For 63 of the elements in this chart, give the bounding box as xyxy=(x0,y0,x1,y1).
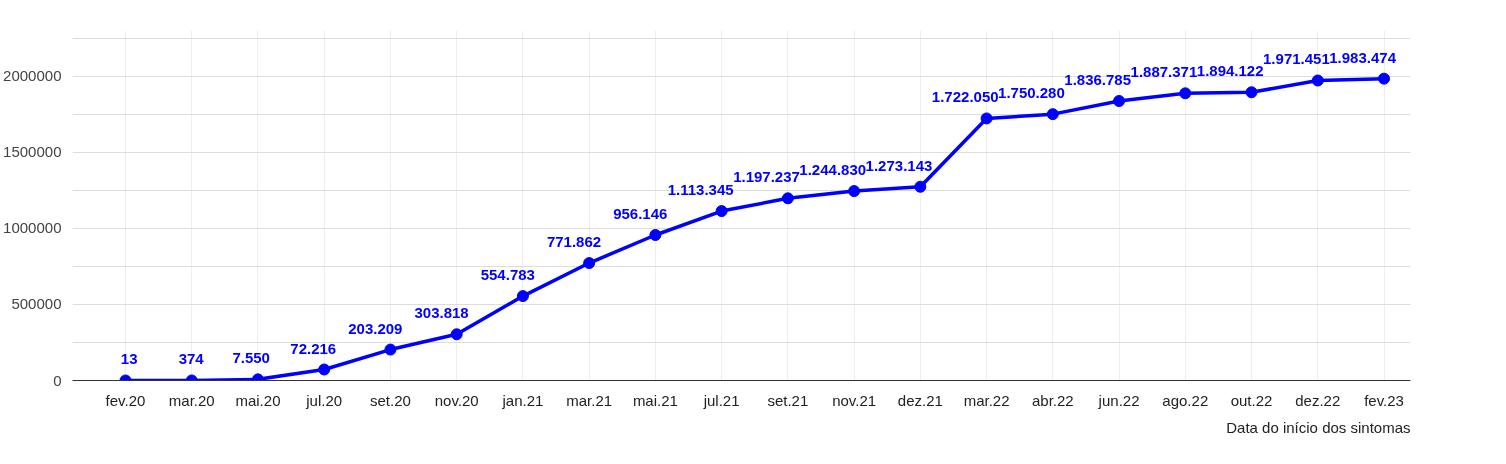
data-label: 203.209 xyxy=(348,319,403,337)
x-tick-label: mar.21 xyxy=(566,391,613,409)
point xyxy=(1113,95,1126,107)
data-label: 554.783 xyxy=(480,266,535,284)
data-label: 1.836.785 xyxy=(1064,70,1132,88)
x-tick-label: nov.21 xyxy=(832,391,877,409)
data-label: 771.862 xyxy=(546,233,602,251)
data-label: 13 xyxy=(120,350,138,368)
point xyxy=(715,205,728,218)
x-tick-label: dez.21 xyxy=(897,391,943,409)
data-label: 956.146 xyxy=(613,205,668,222)
x-tick-label: abr.22 xyxy=(1031,391,1074,409)
data-label: 1.113.345 xyxy=(667,181,734,199)
x-tick-label: nov.20 xyxy=(434,391,479,409)
data-label: 1.894.122 xyxy=(1196,62,1264,80)
point xyxy=(781,192,794,205)
point xyxy=(318,363,331,376)
point xyxy=(450,328,463,341)
x-tick-label: jan.21 xyxy=(501,391,544,409)
data-label: 1.983.474 xyxy=(1329,48,1397,66)
data-label: 1.273.143 xyxy=(865,156,933,174)
point xyxy=(914,180,927,193)
x-tick-label: mai.21 xyxy=(632,391,678,409)
x-tick-label: mar.22 xyxy=(963,391,1010,409)
x-tick-label: mai.20 xyxy=(235,391,281,409)
point xyxy=(516,290,529,303)
point xyxy=(1046,108,1059,121)
data-label: 1.197.237 xyxy=(733,168,800,186)
x-tick-label: dez.22 xyxy=(1295,391,1341,409)
point xyxy=(384,343,397,356)
point xyxy=(980,112,993,125)
y-tick-label: 2000000 xyxy=(3,67,62,85)
y-tick-label: 1000000 xyxy=(3,219,62,237)
data-label: 1.887.371 xyxy=(1130,63,1198,81)
x-tick-label: fev.20 xyxy=(105,391,146,409)
x-tick-label: set.20 xyxy=(370,391,411,409)
data-label: 1.244.830 xyxy=(799,161,867,179)
x-axis-title: Data do início dos sintomas xyxy=(1226,418,1411,436)
y-tick-label: 1500000 xyxy=(3,143,62,161)
x-tick-label: ago.22 xyxy=(1162,391,1209,409)
y-tick-label: 500000 xyxy=(11,295,62,313)
x-tick-label: set.21 xyxy=(767,391,809,409)
point xyxy=(848,185,861,198)
point xyxy=(649,229,662,241)
x-tick-label: fev.23 xyxy=(1364,391,1404,409)
point xyxy=(583,257,596,270)
x-tick-label: jul.20 xyxy=(305,391,343,409)
data-label: 72.216 xyxy=(290,339,337,357)
point xyxy=(1311,74,1324,87)
point xyxy=(1378,72,1391,85)
point xyxy=(1245,86,1258,99)
x-tick-label: out.22 xyxy=(1230,391,1273,409)
data-label: 1.722.050 xyxy=(931,88,999,106)
x-tick-label: jun.22 xyxy=(1097,391,1140,409)
y-tick-label: 0 xyxy=(53,371,62,389)
data-label: 7.550 xyxy=(232,349,270,367)
data-label: 303.818 xyxy=(414,304,469,322)
data-label: 374 xyxy=(178,350,205,368)
point xyxy=(1179,87,1192,100)
x-tick-label: jul.21 xyxy=(702,391,740,409)
x-tick-label: mar.20 xyxy=(168,391,215,409)
data-label: 1.750.280 xyxy=(998,84,1065,102)
data-label: 1.971.451 xyxy=(1263,50,1330,68)
